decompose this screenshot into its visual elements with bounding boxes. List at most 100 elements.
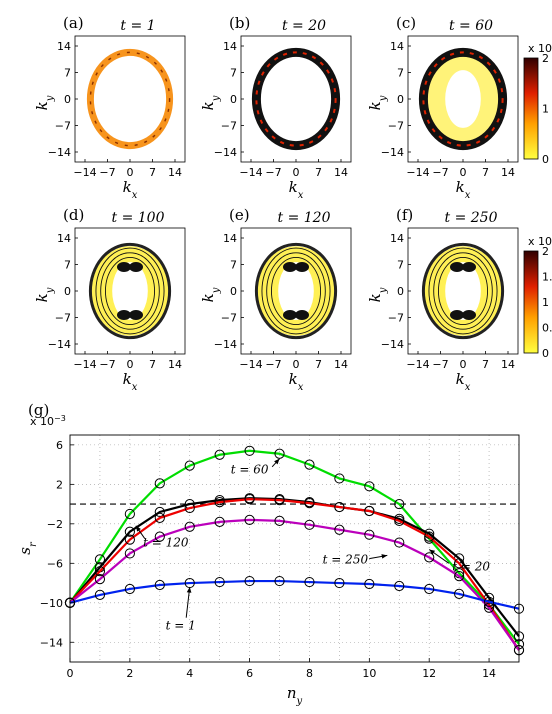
contour-lobe <box>129 262 143 272</box>
x-tick-label: −14 <box>406 166 429 179</box>
annotation-label: t = 1 <box>166 618 196 632</box>
x-tick-label: 7 <box>482 358 489 371</box>
annotation: t = 120 <box>135 525 189 550</box>
y-tick-label: −14 <box>381 338 404 351</box>
data-point <box>334 577 345 589</box>
x-tick-label: −7 <box>265 166 281 179</box>
x-tick-label: 14 <box>168 358 182 371</box>
colorbar-exponent: x 10−3 <box>528 234 552 249</box>
panel-title: t = 100 <box>112 210 165 226</box>
y-tick-label: −7 <box>55 312 71 325</box>
x-tick-label: −14 <box>239 166 262 179</box>
x-tick-label: 8 <box>306 667 313 680</box>
data-point <box>94 589 106 600</box>
data-point <box>274 495 285 506</box>
data-point <box>154 579 165 591</box>
y-tick-label: 14 <box>223 232 237 245</box>
contour-lobe <box>117 310 131 320</box>
data-series <box>64 445 525 650</box>
data-point <box>94 573 106 585</box>
x-axis-label: kx <box>456 178 471 201</box>
data-point <box>184 502 195 514</box>
x-tick-label: 0 <box>67 667 74 680</box>
contour-lobe <box>295 310 309 320</box>
y-tick-label: 0 <box>230 285 237 298</box>
x-tick-label: 7 <box>482 166 489 179</box>
data-point <box>364 578 375 590</box>
y-tick-label: −14 <box>214 146 237 159</box>
x-axis-label: ny <box>287 684 303 707</box>
x-tick-label: 2 <box>126 667 133 680</box>
contour-lobe <box>450 310 464 320</box>
data-point <box>274 575 285 587</box>
y-tick-label: 7 <box>397 67 404 80</box>
annotation-label: t = 250 <box>323 552 369 566</box>
y-tick-label: 14 <box>57 232 71 245</box>
contour-line <box>95 247 165 335</box>
panel-title: t = 120 <box>278 210 331 226</box>
data-point <box>154 512 165 524</box>
data-point <box>244 445 255 456</box>
y-axis-label: ky <box>366 287 389 302</box>
data-point <box>424 552 435 563</box>
x-tick-label: 7 <box>149 358 156 371</box>
contour-line <box>270 256 322 326</box>
y-tick-label: −7 <box>388 120 404 133</box>
data-point <box>244 514 255 525</box>
x-tick-label: 7 <box>315 166 322 179</box>
x-tick-label: −14 <box>73 358 96 371</box>
axes-frame <box>69 434 520 663</box>
panel-label: (b) <box>229 14 250 32</box>
y-tick-label: −14 <box>48 338 71 351</box>
contour-line <box>433 252 493 330</box>
annotation-arrowhead <box>186 586 192 593</box>
data-point <box>124 548 135 559</box>
x-tick-label: 0 <box>127 358 134 371</box>
series-line <box>69 449 520 645</box>
data-point <box>364 481 375 492</box>
series-line <box>69 579 520 610</box>
x-tick-label: 0 <box>293 358 300 371</box>
data-point <box>214 576 225 588</box>
data-point <box>394 498 405 510</box>
x-tick-label: 14 <box>482 667 496 680</box>
contour-lobe <box>462 310 476 320</box>
contour-lobe <box>462 262 476 272</box>
data-point <box>124 583 135 595</box>
y-tick-label: −7 <box>55 120 71 133</box>
annotation-arrowhead <box>135 525 141 532</box>
y-tick-label: 0 <box>64 285 71 298</box>
x-tick-label: 10 <box>362 667 376 680</box>
data-point <box>394 580 405 592</box>
colorbar-gradient <box>523 250 539 354</box>
data-point <box>304 459 315 470</box>
x-tick-label: 6 <box>246 667 253 680</box>
x-tick-label: −7 <box>99 358 115 371</box>
colorbar-tick-label: 1 <box>542 103 549 116</box>
y-tick-label: 2 <box>56 478 63 491</box>
data-point <box>304 576 315 588</box>
y-tick-label: 0 <box>397 285 404 298</box>
data-point <box>214 497 225 508</box>
panel-label: (a) <box>63 14 84 32</box>
contour-lobe <box>283 310 297 320</box>
series-line <box>69 498 520 651</box>
heatmap-ring <box>421 242 505 340</box>
data-point <box>214 516 225 527</box>
data-point <box>94 554 106 565</box>
data-point <box>304 498 315 509</box>
y-tick-label: 14 <box>390 232 404 245</box>
contour-line <box>266 252 326 330</box>
colorbar: 2 1.5 1 0.5 0 x 10−3 <box>523 234 552 360</box>
x-axis-label: kx <box>123 370 138 393</box>
data-point <box>334 501 345 513</box>
x-tick-label: 4 <box>186 667 193 680</box>
colorbar-tick-label: 0.5 <box>542 322 552 335</box>
data-point <box>274 448 285 459</box>
